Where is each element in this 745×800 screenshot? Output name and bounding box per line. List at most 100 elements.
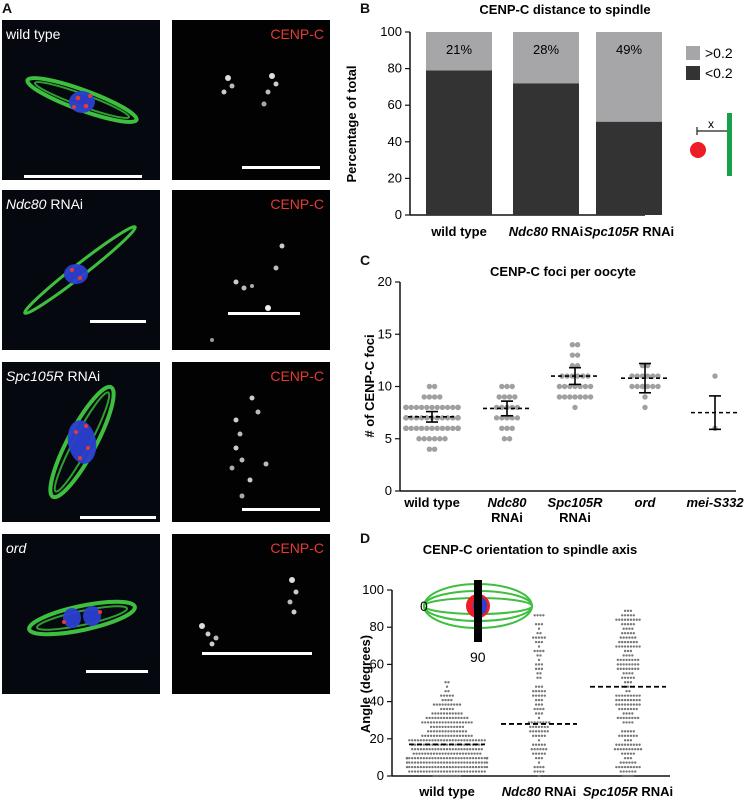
data-point	[444, 703, 447, 706]
data-point	[529, 725, 532, 729]
data-point	[616, 663, 620, 666]
data-point	[421, 752, 424, 755]
data-point	[425, 716, 428, 720]
data-point	[537, 774, 541, 778]
data-point	[429, 734, 433, 738]
data-point	[634, 770, 637, 773]
data-point	[429, 404, 435, 411]
data-point	[434, 765, 437, 769]
data-point	[621, 640, 624, 644]
data-point	[629, 739, 633, 742]
data-point	[469, 748, 472, 751]
data-point	[455, 425, 461, 431]
data-point	[632, 703, 635, 706]
data-point	[623, 743, 627, 746]
cenpc-image-ndc80: CENP-C	[172, 190, 330, 350]
data-point	[539, 765, 542, 769]
data-point	[416, 761, 420, 764]
x-tick-label: ord	[635, 495, 657, 510]
data-point	[461, 752, 465, 755]
data-point	[632, 676, 635, 679]
data-point	[632, 614, 635, 617]
data-point	[445, 694, 449, 697]
data-point	[638, 618, 641, 621]
x-tick-label: RNAi	[559, 510, 591, 525]
data-point	[408, 739, 411, 742]
data-point	[621, 694, 624, 697]
data-point	[540, 663, 544, 666]
data-point	[632, 743, 635, 746]
data-point	[428, 761, 431, 764]
data-point	[422, 748, 425, 751]
data-point	[421, 734, 424, 738]
data-point	[582, 383, 589, 390]
merge-image-spc105r: Spc105R RNAi	[2, 362, 160, 522]
data-point	[632, 618, 635, 621]
data-point	[622, 712, 625, 715]
data-point	[626, 756, 630, 760]
data-point	[629, 694, 633, 697]
data-point	[455, 734, 459, 738]
data-point	[623, 730, 627, 733]
data-point	[474, 748, 478, 751]
data-point	[506, 436, 513, 442]
data-point	[458, 734, 462, 738]
scale-bar	[90, 320, 146, 323]
merge-image-ord: ord	[2, 534, 160, 694]
data-point	[572, 394, 578, 400]
data-point	[625, 672, 628, 675]
data-point	[471, 770, 475, 773]
data-point	[537, 730, 541, 733]
data-point	[451, 739, 454, 742]
data-point	[634, 658, 637, 662]
data-point	[454, 765, 457, 769]
data-point	[545, 748, 548, 751]
legend-label-gt: >0.2	[705, 45, 733, 61]
scale-bar	[86, 670, 148, 673]
data-point	[539, 676, 542, 679]
data-point	[499, 383, 505, 390]
data-point	[621, 703, 624, 706]
data-point	[619, 716, 622, 720]
data-point	[445, 748, 449, 751]
data-point	[447, 721, 450, 724]
data-point	[626, 694, 630, 697]
data-point	[623, 609, 627, 613]
data-point	[615, 694, 618, 697]
data-point	[418, 752, 421, 755]
data-point	[539, 631, 542, 635]
data-point	[534, 756, 538, 760]
data-point	[532, 725, 535, 729]
data-point	[536, 654, 539, 657]
row-genotype-label: wild type	[6, 26, 61, 42]
panel-d-label: D	[360, 530, 371, 546]
data-point	[415, 752, 418, 755]
data-point	[632, 623, 635, 626]
data-point	[537, 716, 541, 720]
data-point	[431, 436, 438, 442]
data-point	[477, 770, 481, 773]
data-point	[403, 404, 409, 411]
data-point	[621, 730, 624, 733]
data-point	[631, 774, 634, 778]
data-point	[476, 752, 479, 755]
data-point	[470, 752, 473, 755]
data-point	[537, 667, 541, 671]
data-point	[454, 756, 457, 760]
data-point	[428, 716, 431, 720]
data-point	[422, 770, 425, 773]
data-point	[445, 765, 449, 769]
x-tick-label: Spc105R RNAi	[584, 224, 674, 239]
data-point	[445, 685, 449, 688]
data-point	[431, 765, 434, 769]
y-tick-label: 40	[388, 134, 402, 149]
data-point	[639, 383, 646, 390]
data-point	[626, 676, 630, 679]
cenpc-foci	[199, 577, 299, 647]
data-point	[532, 734, 535, 738]
data-point	[618, 765, 621, 769]
data-point	[480, 756, 483, 760]
data-point	[431, 712, 434, 715]
data-point	[629, 649, 633, 653]
data-point	[622, 663, 625, 666]
